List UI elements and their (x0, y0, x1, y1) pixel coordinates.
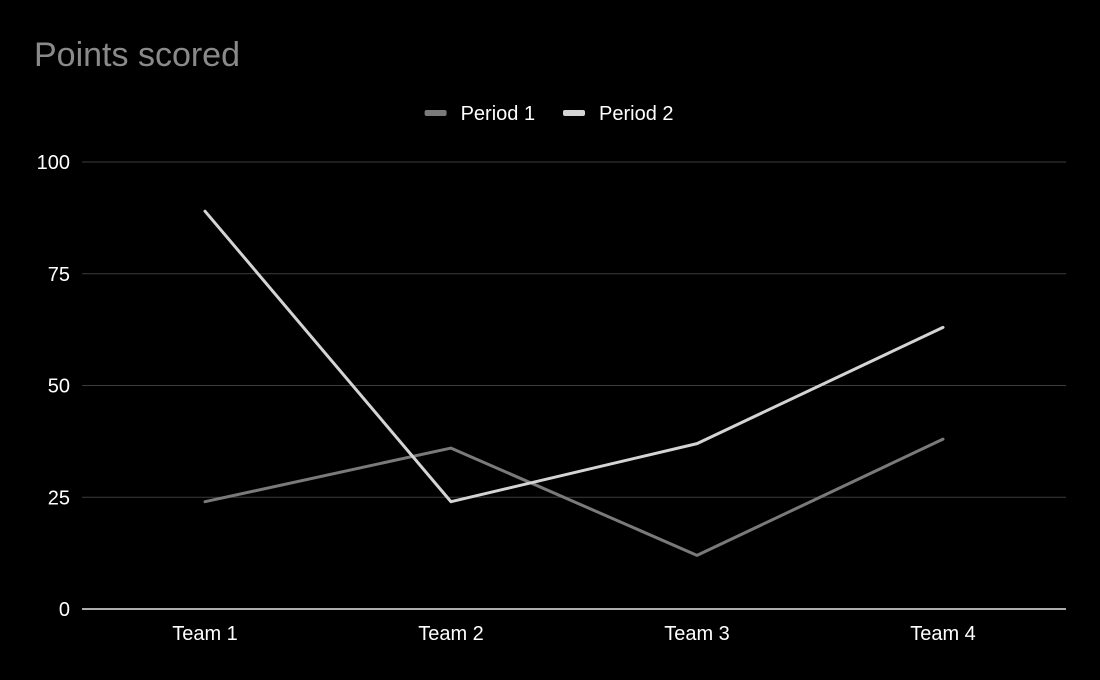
x-tick-label: Team 1 (172, 623, 238, 645)
legend-label-2: Period 2 (599, 103, 674, 125)
x-tick-label: Team 4 (910, 623, 976, 645)
legend-swatch-1 (424, 110, 447, 116)
chart-title: Points scored (34, 36, 240, 74)
y-tick-label: 100 (37, 152, 70, 174)
y-tick-label: 0 (59, 599, 70, 621)
legend-swatch-2 (563, 110, 585, 116)
series-line-2 (203, 209, 945, 504)
y-tick-label: 25 (48, 487, 70, 509)
y-tick-label: 75 (48, 264, 70, 286)
series-line-1 (203, 437, 945, 557)
legend-label-1: Period 1 (461, 103, 535, 125)
x-tick-label: Team 2 (418, 623, 484, 645)
y-tick-label: 50 (48, 376, 70, 398)
x-tick-label: Team 3 (664, 623, 730, 645)
